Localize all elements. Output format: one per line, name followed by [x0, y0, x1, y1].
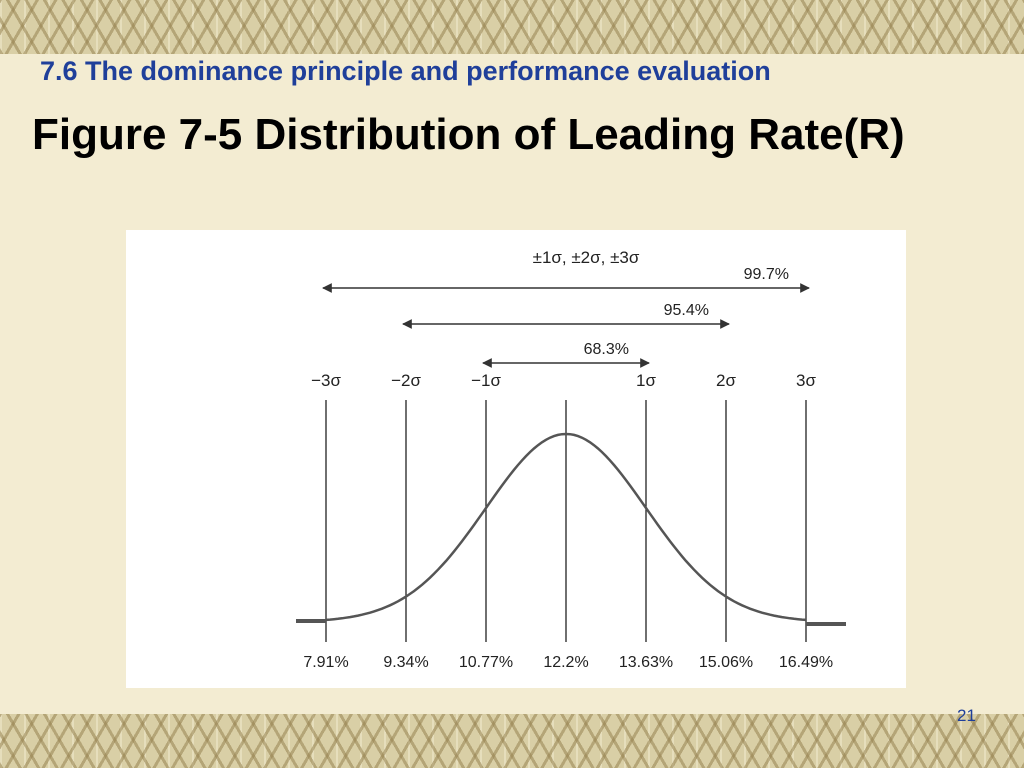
sigma-label: −2σ: [391, 371, 421, 390]
normal-distribution-diagram: ±1σ, ±2σ, ±3σ 99.7% 95.4% 68.3% −3σ −2σ −1σ 1…: [296, 248, 846, 671]
range-label: 95.4%: [664, 302, 709, 319]
value-label: 13.63%: [619, 654, 673, 671]
value-label: 16.49%: [779, 654, 833, 671]
range-label: 99.7%: [744, 266, 789, 283]
value-label: 12.2%: [543, 654, 588, 671]
decorative-top-border: [0, 0, 1024, 54]
sigma-label: −3σ: [311, 371, 341, 390]
slide-subtitle: 7.6 The dominance principle and performa…: [40, 56, 771, 86]
value-label: 15.06%: [699, 654, 753, 671]
bell-curve: [325, 432, 807, 622]
range-arrows: 99.7% 95.4% 68.3%: [322, 266, 810, 368]
value-labels: 7.91% 9.34% 10.77% 12.2% 13.63% 15.06% 16.49%: [303, 654, 833, 671]
sigma-label: 2σ: [716, 371, 736, 390]
sigma-labels: −3σ −2σ −1σ 1σ 2σ 3σ: [311, 371, 816, 390]
range-label: 68.3%: [584, 341, 629, 358]
sigma-label: 3σ: [796, 371, 816, 390]
sigma-label: 1σ: [636, 371, 656, 390]
value-label: 9.34%: [383, 654, 428, 671]
slide-title: Figure 7-5 Distribution of Leading Rate(…: [32, 110, 905, 159]
sigma-label: −1σ: [471, 371, 501, 390]
sigma-heading: ±1σ, ±2σ, ±3σ: [533, 248, 640, 267]
value-label: 7.91%: [303, 654, 348, 671]
decorative-bottom-border: [0, 714, 1024, 768]
page-number: 21: [957, 706, 976, 725]
value-label: 10.77%: [459, 654, 513, 671]
distribution-figure: ±1σ, ±2σ, ±3σ 99.7% 95.4% 68.3% −3σ −2σ −1σ 1…: [126, 230, 906, 688]
sigma-lines: [325, 400, 807, 642]
